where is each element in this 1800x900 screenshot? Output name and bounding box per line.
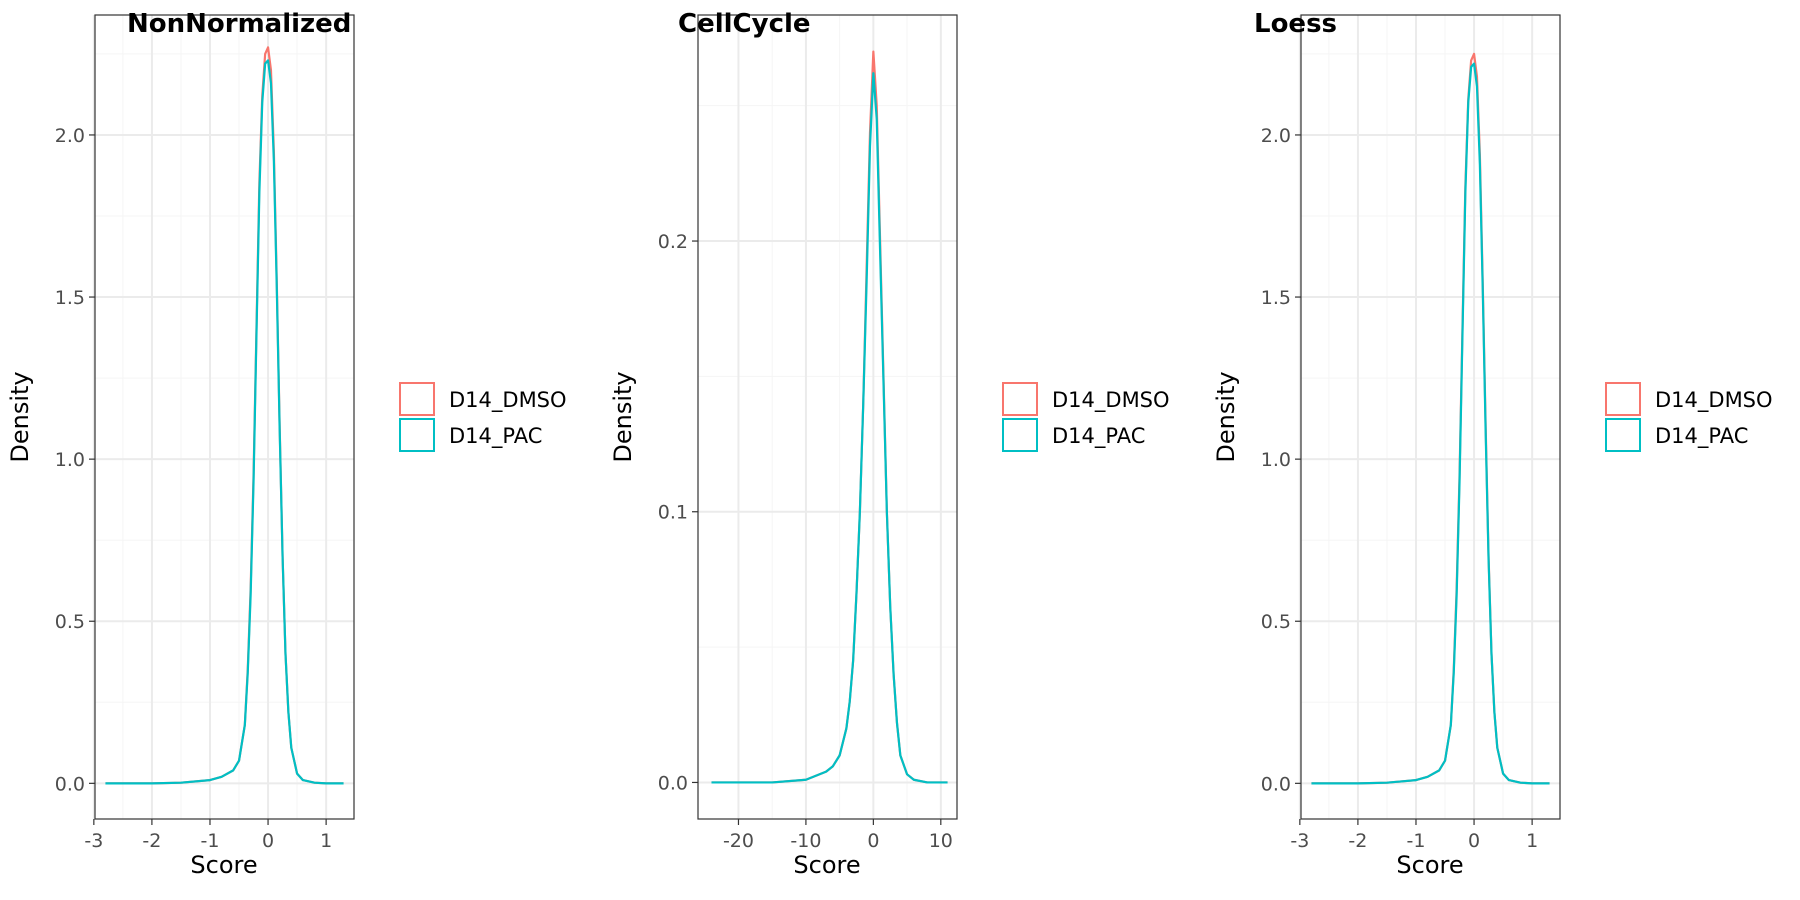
- density-line-d14-pac: [1311, 62, 1550, 785]
- y-tick-label: 0.2: [658, 231, 688, 253]
- legend-label: D14_DMSO: [1655, 388, 1773, 413]
- y-tick-label: 2.0: [55, 125, 85, 147]
- y-tick-label: 0.0: [55, 773, 85, 795]
- density-line-d14-pac: [105, 59, 344, 785]
- panel-background: [95, 15, 354, 819]
- panel-title: CellCycle: [678, 9, 811, 39]
- y-tick-label: 1.5: [55, 287, 85, 309]
- density-line-d14-pac: [711, 72, 948, 784]
- legend-key-d14-dmso: [1002, 382, 1038, 416]
- x-tick-label: -20: [723, 830, 754, 852]
- legend: D14_DMSO D14_PAC: [1605, 382, 1773, 452]
- legend-label: D14_DMSO: [449, 388, 567, 413]
- panel-title: NonNormalized: [127, 9, 351, 39]
- y-tick-label: 1.0: [1261, 449, 1291, 471]
- panel-1: -3 -2 -1 0 1 0.0 0.5 1.0 1.5 2.0 Score Density NonNo…: [6, 9, 567, 879]
- y-tick-label: 2.0: [1261, 125, 1291, 147]
- y-tick-label: 0.0: [1261, 773, 1291, 795]
- legend: D14_DMSO D14_PAC: [1002, 382, 1170, 452]
- y-tick-label: 0.5: [55, 611, 85, 633]
- legend-key-d14-dmso: [1605, 382, 1641, 416]
- panel-2: -20 -10 0 10 0.0 0.1 0.2 Score Density CellCycle D…: [609, 9, 1170, 879]
- x-tick-label: -3: [84, 830, 103, 852]
- legend-key-d14-pac: [399, 418, 435, 452]
- legend-label: D14_PAC: [1655, 424, 1748, 449]
- y-tick-label: 1.5: [1261, 287, 1291, 309]
- y-tick-label: 1.0: [55, 449, 85, 471]
- legend-label: D14_PAC: [1052, 424, 1145, 449]
- panel-3: -3 -2 -1 0 1 0.0 0.5 1.0 1.5 2.0 Score Density Loess…: [1212, 9, 1773, 879]
- panel-title: Loess: [1254, 9, 1337, 39]
- y-axis-title: Density: [1212, 371, 1240, 462]
- panel-border: [1300, 14, 1561, 820]
- x-tick-label: -1: [1407, 830, 1426, 852]
- y-tick-label: 0.5: [1261, 611, 1291, 633]
- x-tick-label: -2: [1348, 830, 1367, 852]
- y-axis-title: Density: [6, 371, 34, 462]
- legend-key-d14-dmso: [399, 382, 435, 416]
- legend-label: D14_DMSO: [1052, 388, 1170, 413]
- x-tick-label: -3: [1290, 830, 1309, 852]
- y-tick-label: 0.1: [658, 502, 688, 524]
- panel-border: [94, 14, 355, 820]
- x-tick-label: 1: [320, 830, 332, 852]
- legend-key-d14-pac: [1002, 418, 1038, 452]
- legend-label: D14_PAC: [449, 424, 542, 449]
- x-tick-label: -10: [790, 830, 821, 852]
- panel-border: [697, 14, 958, 820]
- panel-background: [698, 15, 957, 819]
- x-tick-label: -1: [201, 830, 220, 852]
- y-axis-title: Density: [609, 371, 637, 462]
- y-tick-label: 0.0: [658, 772, 688, 794]
- x-axis-title: Score: [190, 851, 257, 879]
- panel-background: [1301, 15, 1560, 819]
- x-tick-label: 0: [262, 830, 274, 852]
- x-axis-title: Score: [793, 851, 860, 879]
- x-tick-label: 0: [1468, 830, 1480, 852]
- x-tick-label: -2: [142, 830, 161, 852]
- x-axis-title: Score: [1396, 851, 1463, 879]
- x-tick-label: 10: [929, 830, 953, 852]
- x-tick-label: 0: [867, 830, 879, 852]
- x-tick-label: 1: [1526, 830, 1538, 852]
- legend: D14_DMSO D14_PAC: [399, 382, 567, 452]
- legend-key-d14-pac: [1605, 418, 1641, 452]
